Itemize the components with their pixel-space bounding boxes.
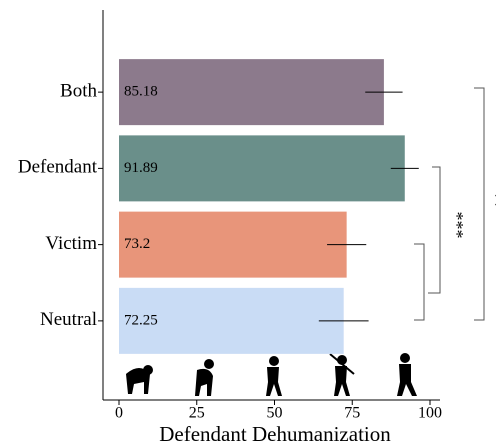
- silhouette: [126, 365, 153, 394]
- significance: **: [486, 191, 496, 209]
- bracket: [428, 166, 441, 294]
- value-label: 72.25: [124, 312, 158, 328]
- y-tick-label: Neutral: [40, 309, 97, 330]
- axes: [102, 10, 440, 401]
- bar: [119, 211, 347, 278]
- silhouette: [266, 356, 282, 396]
- silhouette: [195, 359, 214, 396]
- silhouettes: [126, 353, 417, 396]
- x-tick-label: 50: [267, 405, 283, 422]
- bar: [119, 287, 344, 354]
- significance: ***: [447, 212, 467, 239]
- value-label: 73.2: [124, 236, 150, 252]
- brackets: [414, 87, 485, 321]
- bar: [119, 135, 405, 202]
- value-label: 91.89: [124, 160, 158, 176]
- bracket: [474, 87, 485, 321]
- x-tick-label: 100: [418, 405, 442, 422]
- value-label: 85.18: [124, 84, 158, 100]
- x-axis-title: Defendant Dehumanization: [159, 422, 391, 446]
- x-tick-label: 0: [115, 405, 123, 422]
- silhouette: [397, 353, 417, 396]
- y-tick-label: Victim: [45, 233, 97, 254]
- silhouette: [329, 353, 355, 396]
- bracket: [414, 243, 425, 321]
- y-tick-label: Defendant: [18, 157, 98, 178]
- x-tick-label: 25: [189, 405, 205, 422]
- bar: [119, 59, 384, 126]
- y-tick-label: Both: [60, 80, 97, 101]
- x-tick-label: 75: [344, 405, 360, 422]
